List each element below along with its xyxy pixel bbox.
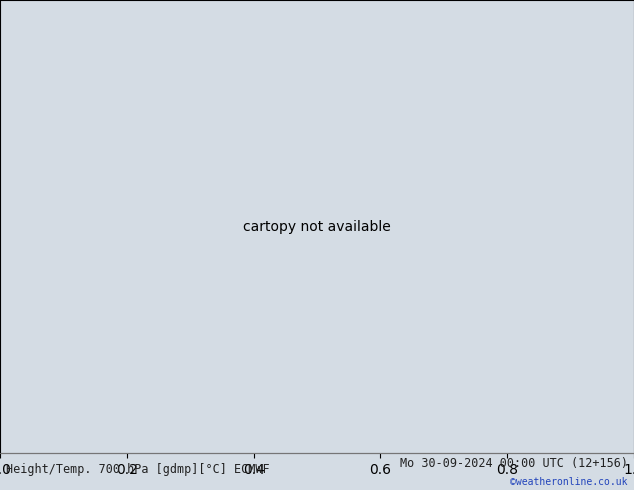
Text: cartopy not available: cartopy not available bbox=[243, 220, 391, 234]
Text: Mo 30-09-2024 00:00 UTC (12+156): Mo 30-09-2024 00:00 UTC (12+156) bbox=[399, 457, 628, 470]
Text: ©weatheronline.co.uk: ©weatheronline.co.uk bbox=[510, 477, 628, 487]
Text: Height/Temp. 700 hPa [gdmp][°C] ECMWF: Height/Temp. 700 hPa [gdmp][°C] ECMWF bbox=[6, 463, 270, 476]
